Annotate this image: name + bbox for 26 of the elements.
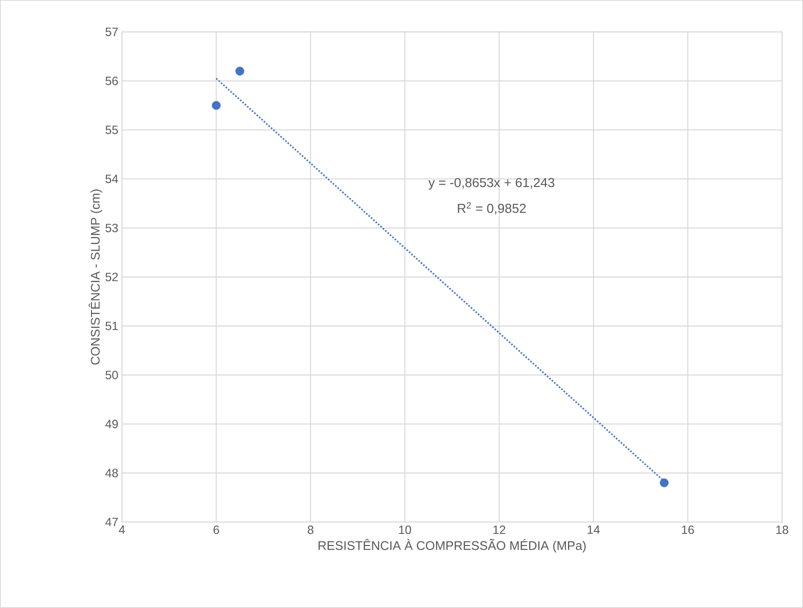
y-tick-label: 49: [105, 420, 118, 428]
x-tick-label: 4: [118, 526, 125, 534]
x-tick-label: 6: [214, 526, 220, 534]
x-tick-label: 18: [776, 526, 788, 534]
y-tick-label: 48: [105, 468, 118, 478]
x-tick-label: 10: [399, 526, 412, 534]
x-tick-label: 12: [493, 526, 506, 534]
y-axis-title: CONSISTÊNCIA - SLUMP (cm): [88, 190, 102, 365]
y-tick-label: 54: [106, 174, 118, 184]
x-tick-label: 8: [308, 526, 314, 534]
x-tick-label: 16: [682, 526, 694, 534]
y-tick-label: 50: [106, 370, 118, 380]
y-tick-label: 55: [106, 126, 118, 134]
annotation: R$^{2}$ = 0,9852: [458, 202, 526, 215]
point: [212, 101, 221, 110]
y-tick-label: 51: [106, 322, 118, 330]
y-tick-label: 52: [106, 272, 118, 282]
y-tick-label: 57: [106, 28, 118, 36]
y-tick-label: 53: [106, 224, 118, 232]
y-tick-label: 56: [106, 76, 118, 86]
annotation: y = -0,8653x + 61,243: [428, 178, 554, 190]
y-tick-label: 47: [105, 518, 118, 526]
x-tick-label: 14: [588, 526, 600, 534]
point: [235, 66, 244, 76]
point: [660, 478, 669, 488]
x-axis-title: RESISTÊNCIA À COMPRESSÃO MÉDIA (MPa): [318, 538, 586, 553]
